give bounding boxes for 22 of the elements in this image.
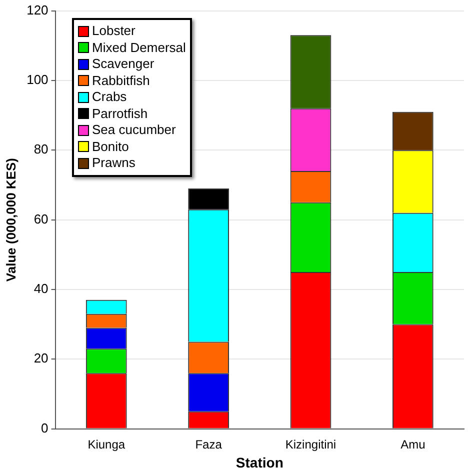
y-tick-label: 40 (34, 281, 48, 296)
x-tick-label: Kizingitini (285, 437, 336, 452)
x-axis-title: Station (236, 454, 284, 470)
x-tick-label: Faza (195, 437, 222, 452)
x-tick-label: Amu (400, 437, 426, 452)
legend-label: Sea cucumber (92, 122, 176, 138)
y-tick-label: 0 (41, 420, 48, 436)
legend-label: Crabs (92, 89, 127, 106)
legend-label: Bonito (92, 138, 129, 155)
y-tick-label: 60 (34, 211, 48, 226)
x-tick-label: Kiunga (88, 437, 126, 452)
legend-label: Lobster (92, 23, 136, 40)
legend-label: Parrotfish (92, 106, 148, 122)
legend-label: Prawns (92, 155, 136, 172)
y-axis-title: Value (000,000 KES) (3, 158, 18, 282)
y-tick-label: 120 (26, 2, 48, 18)
y-tick-label: 20 (34, 350, 48, 366)
legend-label: Mixed Demersal (92, 40, 186, 56)
y-tick-label: 80 (34, 142, 48, 157)
legend-label: Rabbitfish (92, 72, 150, 89)
y-tick-label: 100 (26, 72, 48, 88)
legend-label: Scavenger (92, 56, 154, 72)
